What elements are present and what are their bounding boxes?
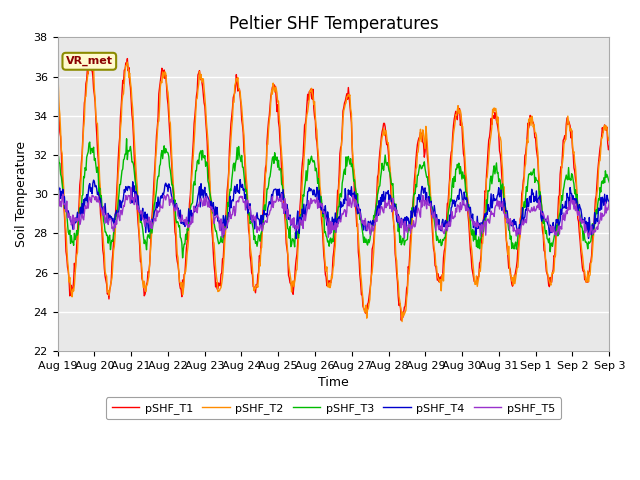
pSHF_T1 <box>124 56 131 61</box>
pSHF_T4 <box>418 183 426 189</box>
pSHF_T2 <box>121 68 129 74</box>
Line: pSHF_T4: pSHF_T4 <box>58 180 609 239</box>
pSHF_T2 <box>402 308 410 313</box>
pSHF_T5 <box>177 219 185 225</box>
pSHF_T4 <box>120 187 128 192</box>
pSHF_T1 <box>397 317 405 323</box>
Text: VR_met: VR_met <box>66 56 113 66</box>
pSHF_T4 <box>177 207 184 213</box>
Line: pSHF_T3: pSHF_T3 <box>58 139 609 258</box>
pSHF_T1 <box>605 144 613 149</box>
pSHF_T1 <box>206 196 214 202</box>
pSHF_T2 <box>418 132 426 138</box>
Title: Peltier SHF Temperatures: Peltier SHF Temperatures <box>228 15 438 33</box>
pSHF_T3 <box>63 220 71 226</box>
Line: pSHF_T1: pSHF_T1 <box>58 59 609 320</box>
pSHF_T2 <box>206 186 214 192</box>
pSHF_T1 <box>63 264 71 270</box>
pSHF_T3 <box>179 255 186 261</box>
pSHF_T5 <box>206 204 214 209</box>
pSHF_T2 <box>177 284 185 290</box>
pSHF_T5 <box>401 235 408 241</box>
Line: pSHF_T5: pSHF_T5 <box>58 188 609 238</box>
pSHF_T2 <box>86 57 93 63</box>
pSHF_T5 <box>418 204 426 210</box>
pSHF_T5 <box>127 185 135 191</box>
Y-axis label: Soil Temperature: Soil Temperature <box>15 141 28 247</box>
pSHF_T1 <box>177 287 185 292</box>
pSHF_T3 <box>120 156 128 162</box>
pSHF_T3 <box>402 238 410 243</box>
pSHF_T4 <box>292 236 300 241</box>
Legend: pSHF_T1, pSHF_T2, pSHF_T3, pSHF_T4, pSHF_T5: pSHF_T1, pSHF_T2, pSHF_T3, pSHF_T4, pSHF… <box>106 397 561 420</box>
pSHF_T2 <box>63 257 71 263</box>
pSHF_T3 <box>123 136 131 142</box>
pSHF_T4 <box>236 177 244 182</box>
pSHF_T5 <box>120 204 128 209</box>
pSHF_T2 <box>398 319 406 324</box>
pSHF_T4 <box>605 198 613 204</box>
pSHF_T3 <box>54 149 61 155</box>
pSHF_T3 <box>177 236 185 241</box>
pSHF_T3 <box>207 196 215 202</box>
pSHF_T1 <box>120 67 128 73</box>
pSHF_T2 <box>605 135 613 141</box>
pSHF_T4 <box>402 226 410 232</box>
Line: pSHF_T2: pSHF_T2 <box>58 60 609 322</box>
pSHF_T1 <box>54 89 61 95</box>
pSHF_T4 <box>205 198 213 204</box>
pSHF_T3 <box>418 165 426 171</box>
pSHF_T2 <box>54 81 61 87</box>
pSHF_T5 <box>605 199 613 204</box>
pSHF_T5 <box>63 215 71 221</box>
pSHF_T4 <box>54 183 61 189</box>
X-axis label: Time: Time <box>318 376 349 389</box>
pSHF_T5 <box>54 199 61 205</box>
pSHF_T3 <box>605 180 613 185</box>
pSHF_T1 <box>418 131 426 136</box>
pSHF_T5 <box>402 228 410 234</box>
pSHF_T1 <box>402 296 410 302</box>
pSHF_T4 <box>63 208 71 214</box>
